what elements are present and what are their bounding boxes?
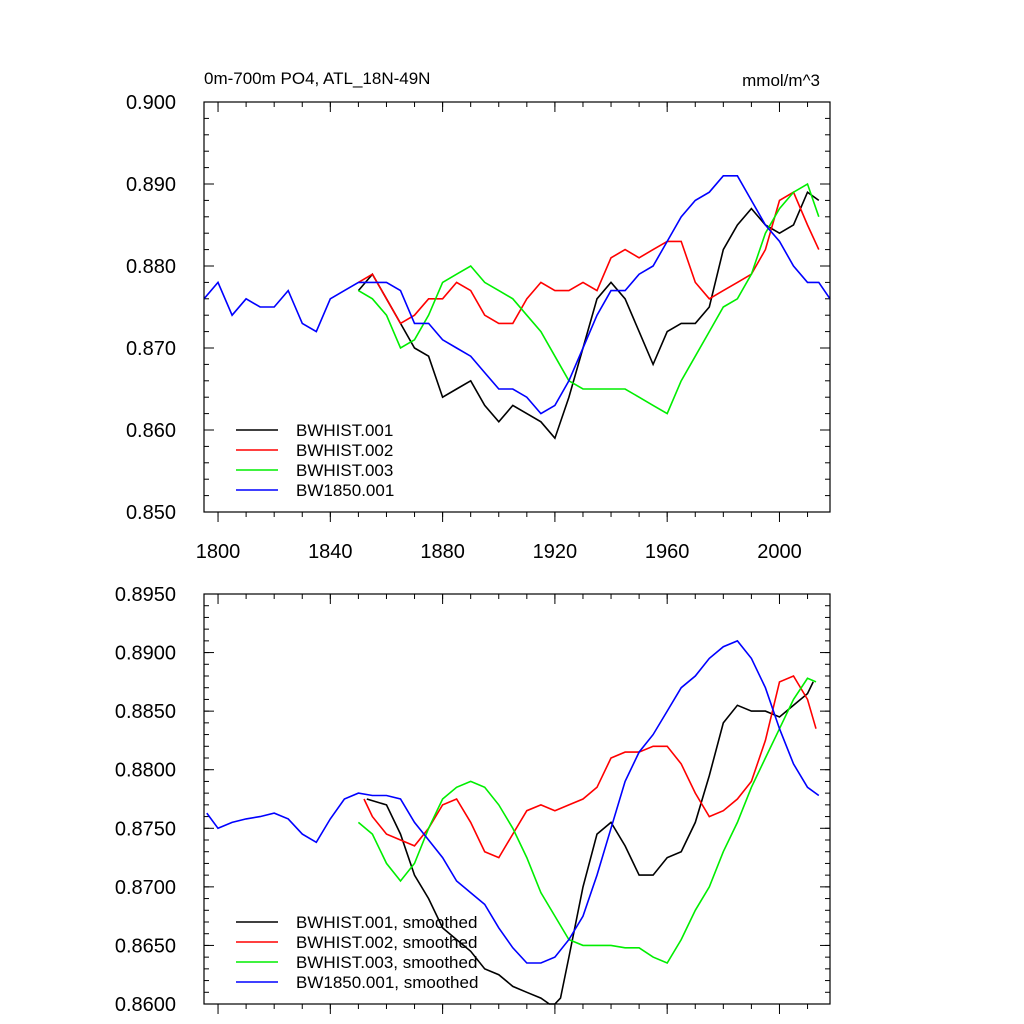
series-line-bw1850-001-smoothed — [206, 639, 820, 964]
x-tick-label: 1800 — [196, 541, 241, 563]
bottom-plot-frame — [203, 593, 831, 1005]
x-tick-label: 1960 — [645, 541, 690, 563]
top-axis-ticks: 0.850 0.860 0.870 0.880 0.890 0.900 1800 1840 18… — [126, 92, 830, 563]
series-line-bwhist-002 — [357, 191, 820, 325]
series-line-bwhist-002-smoothed — [363, 674, 817, 859]
series-line-bwhist-003-smoothed — [357, 677, 817, 965]
top-panel: 0m-700m PO4, ATL_18N-49N mmol/m^3 0.8500… — [126, 69, 831, 563]
series-line-bwhist-001-smoothed — [366, 681, 814, 1005]
y-tick-label: 0.8850 — [115, 701, 176, 723]
y-tick-label: 0.850 — [126, 502, 176, 524]
top-series-layer — [203, 175, 831, 440]
y-tick-label: 0.8900 — [115, 643, 176, 665]
y-tick-label: 0.8800 — [115, 760, 176, 782]
x-tick-label: 1880 — [420, 541, 465, 563]
legend-label: BW1850.001, smoothed — [296, 973, 478, 992]
series-line-bwhist-001 — [357, 190, 820, 440]
legend-label: BW1850.001 — [296, 481, 394, 500]
bottom-axis-ticks: 0.8600 0.8650 0.8700 0.8750 0.8800 0.8850 0.89… — [115, 584, 830, 1016]
y-tick-label: 0.8600 — [115, 994, 176, 1016]
x-tick-label: 1920 — [533, 541, 578, 563]
y-tick-label: 0.860 — [126, 420, 176, 442]
top-chart-units: mmol/m^3 — [742, 71, 820, 90]
y-tick-label: 0.8950 — [115, 584, 176, 606]
legend-label: BWHIST.003, smoothed — [296, 953, 477, 972]
top-chart-title: 0m-700m PO4, ATL_18N-49N — [204, 69, 430, 88]
legend-label: BWHIST.003 — [296, 461, 393, 480]
y-tick-label: 0.890 — [126, 174, 176, 196]
legend-label: BWHIST.002, smoothed — [296, 933, 477, 952]
top-plot-frame — [203, 101, 831, 513]
x-tick-label: 1840 — [308, 541, 353, 563]
y-tick-label: 0.8750 — [115, 818, 176, 840]
y-tick-label: 0.8700 — [115, 877, 176, 899]
legend-label: BWHIST.002 — [296, 441, 393, 460]
y-tick-label: 0.880 — [126, 256, 176, 278]
legend-label: BWHIST.001 — [296, 421, 393, 440]
series-line-bwhist-003 — [357, 182, 820, 415]
y-tick-label: 0.870 — [126, 338, 176, 360]
x-tick-label: 2000 — [757, 541, 802, 563]
bottom-series-layer — [206, 639, 820, 1005]
y-tick-label: 0.8650 — [115, 935, 176, 957]
y-tick-label: 0.900 — [126, 92, 176, 114]
legend-label: BWHIST.001, smoothed — [296, 913, 477, 932]
bottom-panel: 0.8600 0.8650 0.8700 0.8750 0.8800 0.8850 0.89… — [115, 584, 831, 1016]
series-line-bw1850-001 — [203, 175, 831, 415]
